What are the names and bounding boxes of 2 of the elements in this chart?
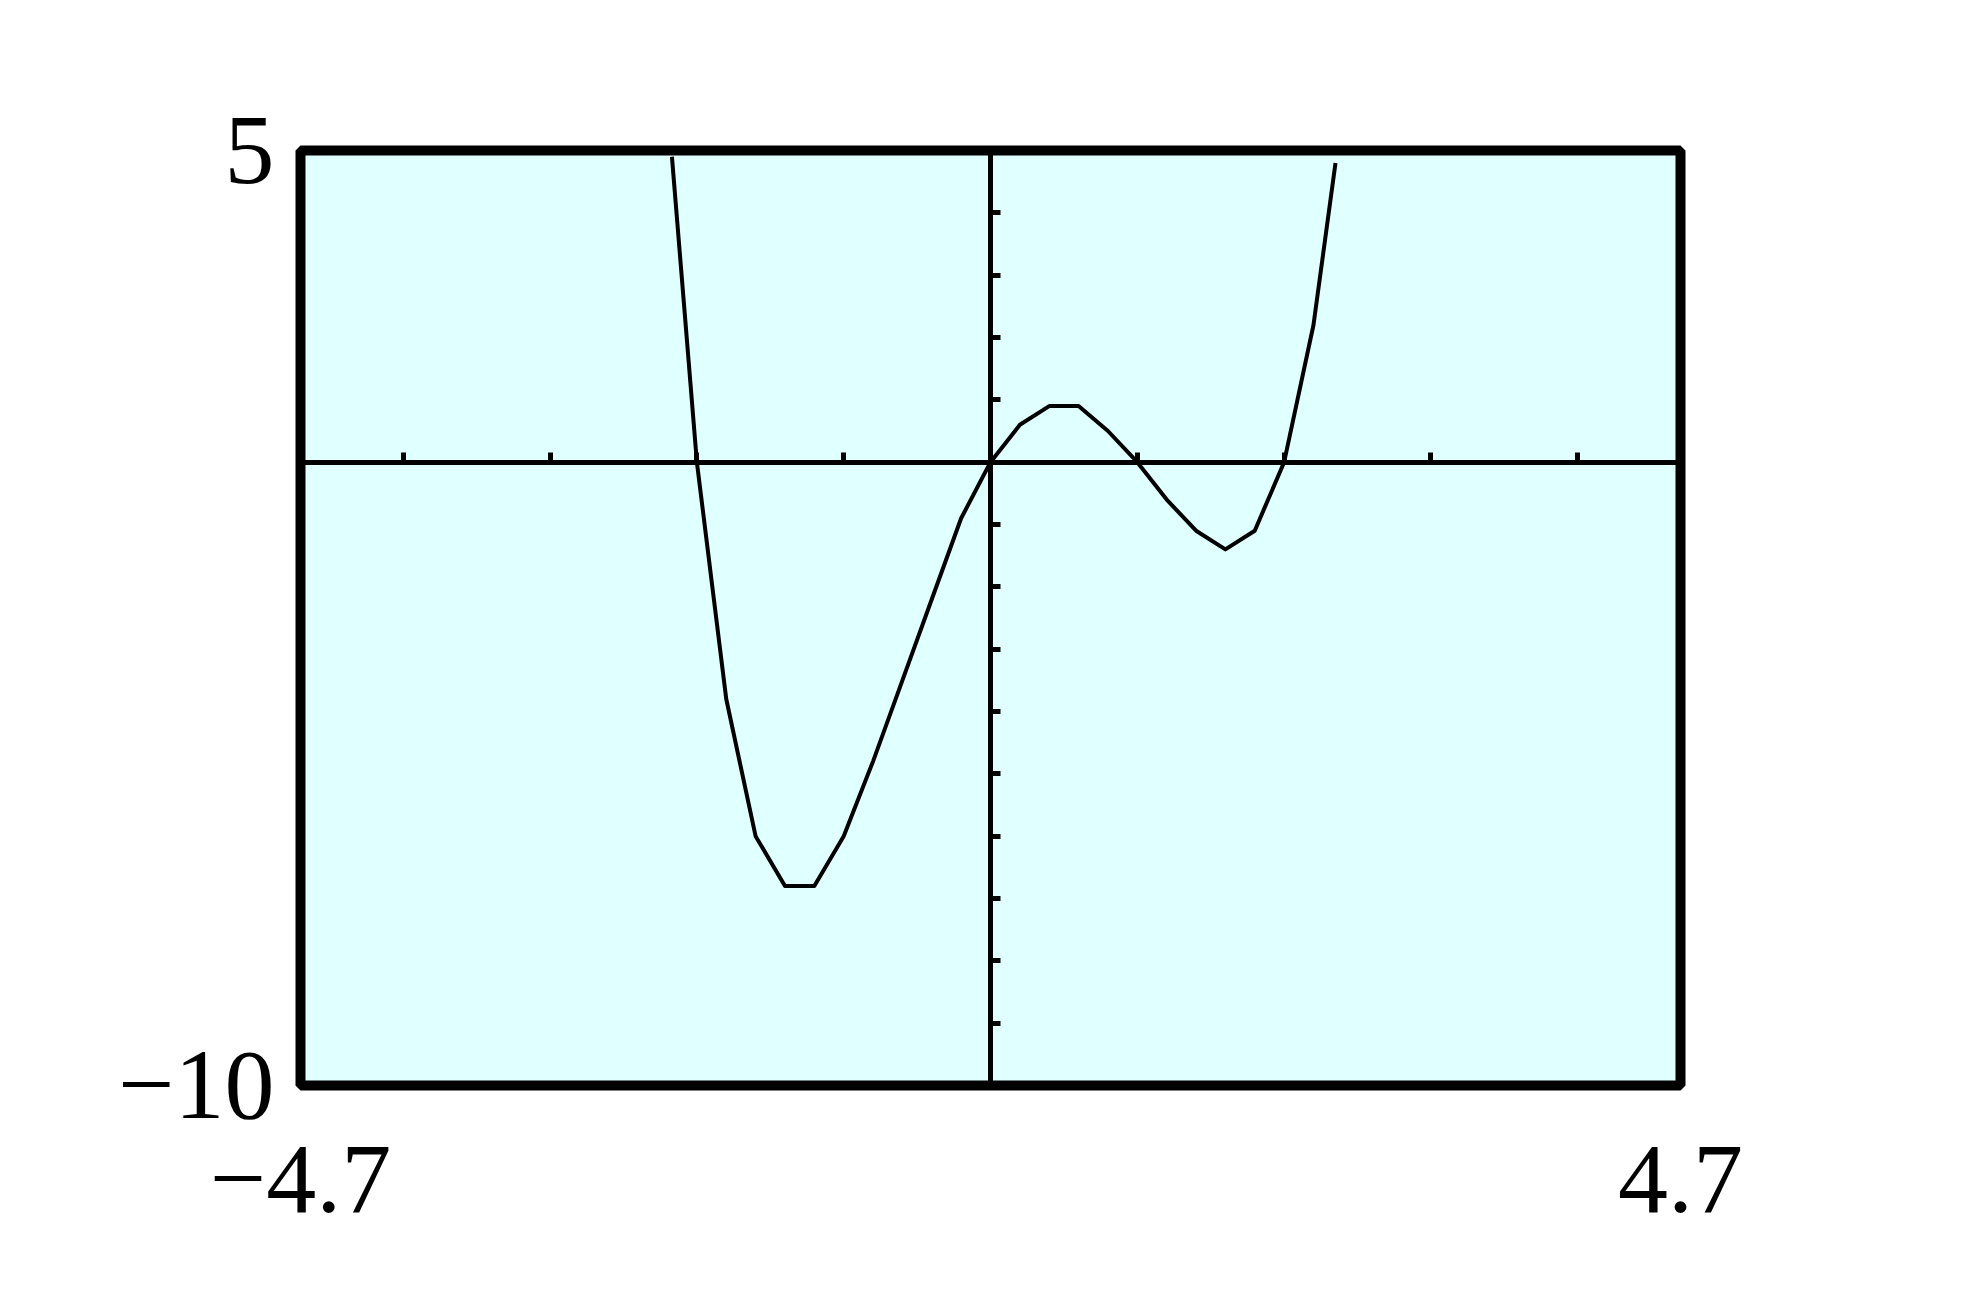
x-tick-label: 4.7 bbox=[1618, 1122, 1743, 1234]
y-tick-label: 5 bbox=[224, 94, 275, 205]
